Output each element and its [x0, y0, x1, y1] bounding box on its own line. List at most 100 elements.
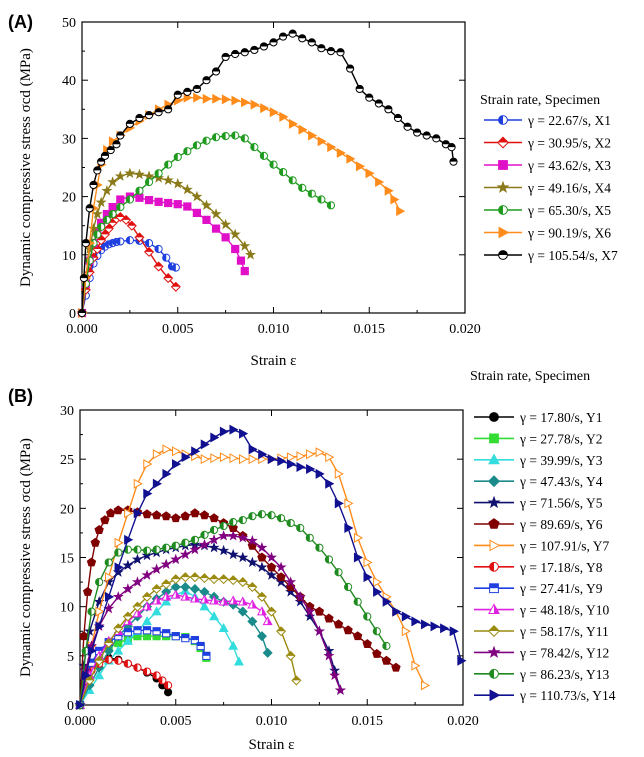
data-point	[315, 543, 324, 552]
data-point	[152, 545, 161, 554]
data-point	[180, 581, 191, 593]
data-point	[363, 612, 372, 621]
data-point	[228, 595, 239, 605]
data-point	[288, 29, 297, 38]
legend-marker	[489, 583, 499, 594]
data-point	[430, 621, 440, 632]
data-point	[133, 508, 143, 519]
series-line	[79, 629, 207, 706]
data-point	[135, 113, 144, 123]
chart-panel-a: (A) 0.000 0.005 0.010 0.015 0.020 0 10 20 30 40 50 S…	[8, 12, 618, 369]
x-tick-label: 0.000	[66, 322, 98, 337]
data-point	[113, 505, 123, 515]
series-13	[75, 510, 391, 710]
y-tick-label: 0	[69, 307, 76, 322]
data-point	[219, 521, 228, 531]
data-point	[240, 134, 249, 143]
legend-marker	[489, 539, 501, 552]
data-point	[170, 589, 181, 599]
data-point	[240, 48, 249, 57]
data-point	[151, 606, 162, 616]
data-point	[151, 595, 162, 605]
data-point	[209, 611, 220, 621]
data-point	[259, 151, 269, 160]
data-point	[173, 90, 182, 99]
data-point	[221, 52, 230, 62]
data-point	[317, 195, 326, 204]
y-tick-label: 50	[62, 16, 76, 31]
data-point	[95, 621, 105, 632]
data-point	[334, 498, 344, 509]
data-point	[325, 478, 335, 489]
data-point	[326, 201, 336, 210]
data-point	[344, 582, 353, 592]
data-point	[91, 208, 103, 219]
series-7	[76, 444, 431, 710]
data-point	[93, 166, 102, 175]
data-point	[154, 108, 163, 117]
data-point	[256, 631, 267, 642]
legend-marker	[498, 115, 508, 125]
data-point	[123, 659, 132, 668]
legend-label: γ = 105.54/s, X7	[527, 248, 618, 263]
legend-marker	[487, 495, 501, 509]
legend-label: γ = 48.18/s, Y10	[519, 603, 609, 618]
legend-marker	[487, 645, 501, 658]
data-point	[82, 586, 93, 596]
data-point	[193, 92, 203, 103]
data-point	[208, 541, 220, 553]
x-tick-label: 0.020	[447, 714, 479, 729]
data-point	[104, 572, 115, 583]
data-point	[239, 454, 249, 465]
data-point	[183, 87, 192, 96]
data-point	[126, 220, 137, 231]
data-point	[262, 647, 273, 658]
data-point	[172, 446, 182, 457]
data-point	[209, 513, 219, 523]
data-point	[266, 569, 277, 580]
data-point	[457, 655, 467, 666]
data-point	[363, 557, 373, 568]
data-point	[183, 202, 192, 211]
data-point	[199, 594, 210, 604]
y-tick-label: 10	[60, 601, 74, 616]
data-point	[209, 574, 220, 585]
y-tick-label: 20	[60, 502, 74, 517]
data-point	[336, 147, 346, 158]
data-point	[171, 541, 180, 550]
data-point	[432, 134, 441, 143]
data-point	[392, 606, 402, 617]
data-point	[122, 611, 133, 622]
data-point	[131, 576, 143, 587]
x-tick-label: 0.005	[162, 322, 194, 337]
y-axis-title: Dynamic compressive stress σcd (MPa)	[18, 438, 34, 677]
data-point	[229, 424, 239, 435]
data-point	[114, 537, 124, 548]
y-tick-label: 25	[60, 453, 74, 468]
legend-item: γ = 58.17/s, Y11	[474, 624, 609, 639]
data-point	[179, 548, 191, 560]
data-point	[141, 549, 153, 561]
data-point	[227, 548, 239, 560]
legend-label: γ = 49.16/s, X4	[527, 181, 611, 196]
legend-marker	[488, 603, 500, 615]
data-point	[218, 574, 229, 585]
data-point	[122, 559, 134, 571]
data-point	[362, 639, 372, 649]
data-point	[152, 671, 161, 680]
data-point	[237, 606, 248, 617]
data-point	[277, 456, 287, 467]
data-point	[237, 551, 249, 563]
data-point	[124, 508, 134, 519]
legend-item: γ = 105.54/s, X7	[484, 248, 618, 263]
data-point	[152, 478, 162, 489]
data-point	[211, 133, 221, 142]
data-point	[304, 605, 316, 617]
data-point	[306, 449, 316, 460]
data-point	[266, 562, 277, 572]
data-point	[257, 552, 267, 562]
series-line	[79, 448, 426, 706]
data-point	[231, 95, 241, 106]
data-point	[200, 454, 210, 465]
data-point	[189, 572, 200, 583]
